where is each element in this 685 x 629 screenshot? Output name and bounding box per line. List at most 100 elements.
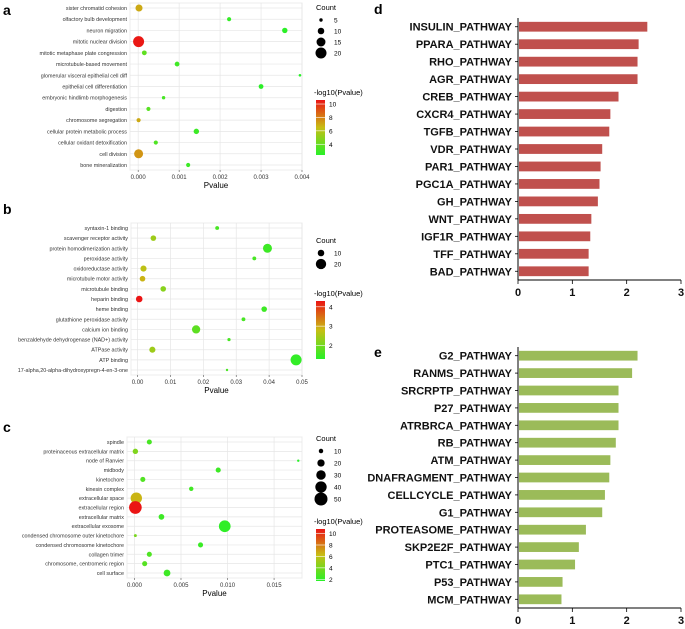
bar-category-label: GH_PATHWAY — [437, 196, 513, 208]
bar — [519, 39, 639, 50]
bar-category-label: PAR1_PATHWAY — [425, 161, 513, 173]
color-legend-title: -log10(Pvalue) — [314, 517, 363, 526]
size-legend-label: 15 — [334, 40, 342, 47]
data-point — [197, 542, 204, 548]
category-label: scavenger receptor activity — [64, 236, 128, 242]
x-tick-label: 0.00 — [132, 380, 144, 386]
data-point — [186, 162, 191, 168]
size-legend-label: 10 — [334, 449, 342, 456]
category-label: kinesin complex — [86, 487, 125, 493]
bar — [519, 74, 638, 85]
bar-category-label: G1_PATHWAY — [439, 507, 513, 519]
bar-category-label: CREB_PATHWAY — [422, 92, 512, 104]
color-legend-bar — [316, 529, 325, 581]
bar-category-label: PROTEASOME_PATHWAY — [375, 525, 512, 537]
bar — [519, 213, 592, 224]
bar — [519, 577, 563, 587]
data-point — [140, 265, 147, 272]
size-legend-dot — [314, 492, 328, 506]
category-label: syntaxin-1 binding — [85, 226, 128, 232]
bar — [519, 350, 638, 361]
bar-category-label: BAD_PATHWAY — [430, 266, 513, 278]
bar-category-label: SRCRPTP_PATHWAY — [401, 386, 513, 398]
bar — [519, 420, 619, 431]
size-legend-label: 20 — [334, 262, 342, 269]
bar — [519, 542, 579, 552]
bar — [519, 507, 603, 518]
x-tick-label: 1 — [569, 615, 575, 627]
category-label: benzaldehyde dehydrogenase (NAD+) activi… — [18, 338, 128, 344]
category-label: glomerular visceral epithelial cell diff — [41, 73, 128, 79]
category-label: sister chromatid cohesion — [66, 6, 127, 12]
data-point — [261, 306, 267, 312]
x-tick-label: 1 — [569, 287, 575, 299]
data-point — [161, 96, 166, 100]
bar — [519, 161, 601, 172]
bar-category-label: RB_PATHWAY — [438, 438, 513, 450]
bar-category-label: WNT_PATHWAY — [428, 214, 512, 226]
x-tick-label: 0.005 — [173, 583, 189, 589]
bar-category-label: CELLCYCLE_PATHWAY — [388, 490, 513, 502]
data-point — [132, 448, 139, 455]
bar — [519, 231, 591, 242]
bar-category-label: ATM_PATHWAY — [431, 455, 513, 467]
data-point — [258, 84, 264, 89]
category-label: cellular oxidant detoxification — [58, 141, 127, 147]
size-legend-dot — [315, 258, 327, 270]
data-point — [241, 317, 246, 322]
panel-label-c: c — [3, 419, 11, 435]
color-legend-label: 4 — [329, 304, 333, 311]
category-label: collagen trimer — [89, 552, 125, 558]
bar — [519, 248, 589, 259]
x-tick-label: 3 — [678, 615, 684, 627]
data-point — [227, 17, 232, 22]
category-label: extracellular region — [78, 506, 124, 512]
size-legend-dot — [317, 459, 325, 467]
bar — [519, 559, 576, 570]
category-label: peroxidase activity — [84, 256, 129, 262]
data-point — [191, 325, 201, 334]
data-point — [252, 256, 257, 261]
data-point — [135, 4, 143, 12]
category-label: spindle — [107, 440, 124, 446]
data-point — [158, 514, 165, 520]
bar-category-label: PPARA_PATHWAY — [416, 39, 513, 51]
size-legend-label: 40 — [334, 485, 342, 492]
category-label: condensed chromosome kinetochore — [36, 543, 124, 549]
data-point — [146, 106, 151, 111]
bar — [519, 524, 586, 535]
bar-category-label: AGR_PATHWAY — [429, 74, 513, 86]
x-tick-label: 0.010 — [220, 583, 236, 589]
x-tick-label: 0.05 — [296, 380, 308, 386]
bar-category-label: DNAFRAGMENT_PATHWAY — [367, 473, 512, 485]
color-legend-label: 4 — [329, 142, 333, 149]
category-label: microtubule motor activity — [67, 277, 128, 283]
data-point — [290, 354, 302, 366]
data-point — [297, 459, 300, 462]
bar — [519, 368, 633, 378]
panel-label-e: e — [374, 344, 382, 360]
category-label: node of Ranvier — [86, 459, 124, 465]
data-point — [160, 286, 167, 292]
bar-category-label: RHO_PATHWAY — [429, 57, 513, 69]
bar — [519, 126, 610, 137]
data-point — [142, 561, 148, 567]
bar — [519, 472, 610, 483]
category-label: cell surface — [97, 571, 124, 577]
x-tick-label: 0.015 — [267, 583, 283, 589]
category-label: extracellular exosome — [72, 524, 124, 530]
x-tick-label: 0.000 — [127, 583, 143, 589]
bar-category-label: INSULIN_PATHWAY — [410, 22, 513, 34]
category-label: chromosome, centromeric region — [45, 562, 124, 568]
data-point — [189, 486, 194, 492]
data-point — [149, 346, 156, 353]
size-legend-label: 50 — [334, 497, 342, 504]
data-point — [153, 140, 158, 145]
category-label: cell division — [99, 152, 127, 158]
data-point — [140, 476, 146, 482]
size-legend-dot — [317, 27, 325, 35]
category-label: glutathione peroxidase activity — [56, 317, 129, 323]
size-legend-label: 20 — [334, 51, 342, 58]
size-legend-dot — [316, 470, 326, 480]
x-tick-label: 0.003 — [254, 175, 270, 181]
